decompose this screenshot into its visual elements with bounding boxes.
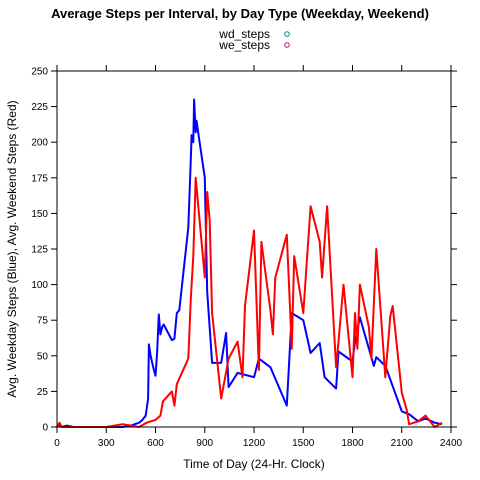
y-tick-label: 125: [31, 245, 48, 256]
x-tick-label: 600: [147, 438, 164, 449]
plot-lines: [56, 98, 443, 428]
series-line-we_steps: [56, 176, 443, 428]
x-tick-label: 2400: [440, 438, 463, 449]
x-tick-label: 900: [196, 438, 213, 449]
y-tick-label: 75: [37, 316, 49, 327]
chart-title: Average Steps per Interval, by Day Type …: [51, 6, 429, 21]
y-tick-label: 175: [31, 173, 48, 184]
y-axis-label: Avg. Weekday Steps (Blue), Avg. Weekend …: [5, 100, 19, 397]
y-tick-label: 150: [31, 209, 48, 220]
x-tick-label: 1800: [341, 438, 364, 449]
legend-marker: [284, 31, 290, 37]
legend-label: we_steps: [218, 38, 270, 52]
y-tick-label: 0: [42, 423, 48, 434]
legend-label: wd_steps: [218, 27, 270, 41]
y-axis: 0 25 50 75 100 125 150 175 200 225 250: [31, 67, 457, 434]
y-tick-label: 50: [37, 351, 49, 362]
x-axis-label: Time of Day (24-Hr. Clock): [183, 457, 325, 471]
y-tick-label: 200: [31, 138, 48, 149]
x-tick-label: 0: [54, 438, 60, 449]
x-tick-label: 2100: [391, 438, 414, 449]
y-tick-label: 250: [31, 67, 48, 78]
x-tick-label: 300: [98, 438, 115, 449]
legend-marker: [284, 42, 290, 48]
x-tick-label: 1200: [243, 438, 266, 449]
y-tick-label: 225: [31, 102, 48, 113]
y-tick-label: 100: [31, 280, 48, 291]
x-axis: 0 300 600 900 1200 1500 1800 2100 2400: [54, 65, 463, 449]
y-tick-label: 25: [37, 387, 49, 398]
x-tick-label: 1500: [292, 438, 315, 449]
